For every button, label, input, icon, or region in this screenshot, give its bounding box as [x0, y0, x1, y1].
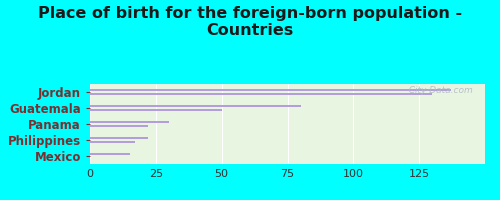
Text: City-Data.com: City-Data.com: [404, 86, 473, 95]
Bar: [90, 137, 148, 139]
Bar: [90, 153, 130, 155]
Bar: [90, 121, 169, 123]
Text: Place of birth for the foreign-born population -
Countries: Place of birth for the foreign-born popu…: [38, 6, 462, 38]
Bar: [90, 105, 300, 107]
Bar: [90, 93, 432, 95]
Bar: [90, 89, 451, 91]
Bar: [90, 141, 135, 143]
Bar: [90, 109, 222, 111]
Bar: [90, 125, 148, 127]
